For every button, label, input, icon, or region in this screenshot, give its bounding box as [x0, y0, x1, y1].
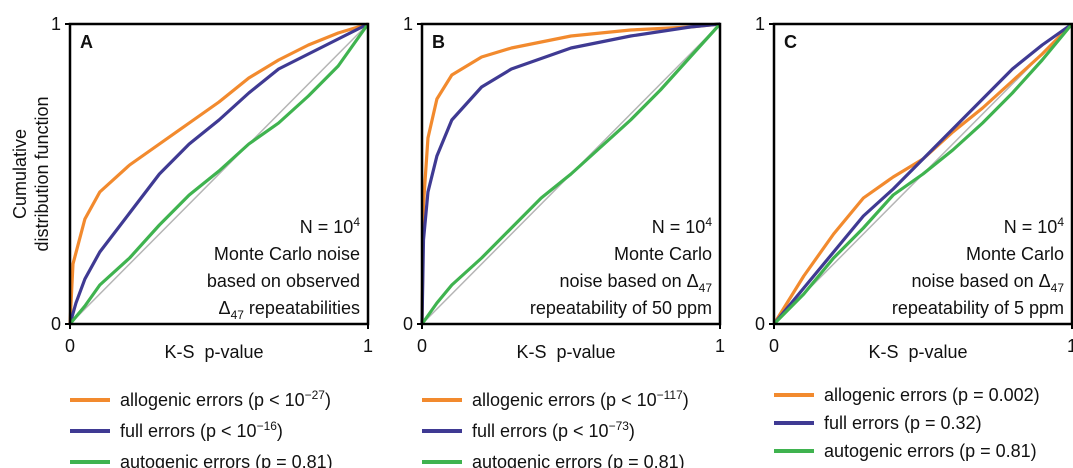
- cdf-line: [772, 22, 1073, 326]
- cdf-line: [420, 22, 722, 325]
- text-run: repeatabilities: [244, 298, 360, 318]
- text-run: autogenic errors (p = 0.81): [824, 441, 1037, 461]
- text-run: Δ: [219, 298, 231, 318]
- y-tick-label: 1: [403, 14, 413, 34]
- text-run: noise based on Δ: [560, 271, 699, 291]
- subscript: 47: [699, 281, 713, 295]
- text-run: full errors (p < 10: [472, 421, 609, 441]
- y-tick-label: 1: [51, 14, 61, 34]
- text-run: ): [683, 390, 689, 410]
- text-run: Monte Carlo noise: [214, 244, 360, 264]
- annotation: Monte Carlo noise: [214, 244, 360, 264]
- text-run: allogenic errors (p < 10: [472, 390, 657, 410]
- x-tick-label: 0: [417, 336, 427, 356]
- panel-label: B: [432, 32, 445, 52]
- text-run: N = 10: [652, 217, 706, 237]
- annotation: Monte Carlo: [966, 244, 1064, 264]
- annotation: Monte Carlo: [614, 244, 712, 264]
- y-tick-label: 1: [755, 14, 765, 34]
- text-run: Monte Carlo: [966, 244, 1064, 264]
- text-run: repeatability of 50 ppm: [530, 298, 712, 318]
- text-run: autogenic errors (p = 0.81): [472, 452, 685, 468]
- panel-label: A: [80, 32, 93, 52]
- y-tick-label: 0: [403, 314, 413, 334]
- y-axis-label: distribution function: [32, 96, 52, 251]
- y-axis-label: Cumulative: [10, 129, 30, 219]
- supscript: −16: [257, 419, 278, 433]
- legend-label: full errors (p = 0.32): [824, 413, 982, 433]
- text-run: repeatability of 5 ppm: [892, 298, 1064, 318]
- annotation: based on observed: [207, 271, 360, 291]
- x-tick-label: 0: [65, 336, 75, 356]
- y-tick-label: 0: [51, 314, 61, 334]
- axes-frame: [772, 22, 1073, 326]
- x-tick-label: 1: [1067, 336, 1073, 356]
- supscript: 4: [353, 215, 360, 229]
- legend-label: autogenic errors (p = 0.81): [120, 452, 333, 468]
- legend-label: allogenic errors (p < 10−27): [120, 388, 331, 410]
- legend-label: full errors (p < 10−73): [472, 419, 635, 441]
- text-run: full errors (p = 0.32): [824, 413, 982, 433]
- text-run: allogenic errors (p = 0.002): [824, 385, 1040, 405]
- cdf-line: [68, 22, 369, 325]
- x-axis-label: K-S p-value: [516, 342, 615, 362]
- cdf-line: [772, 22, 1073, 326]
- y-tick-label: 0: [755, 314, 765, 334]
- axes-frame: [420, 22, 722, 326]
- text-run: Monte Carlo: [614, 244, 712, 264]
- subscript: 47: [231, 308, 245, 322]
- x-tick-label: 1: [715, 336, 725, 356]
- reference-diagonal: [69, 23, 369, 325]
- text-run: N = 10: [300, 217, 354, 237]
- annotation: N = 104: [1004, 215, 1065, 237]
- annotation: Δ47 repeatabilities: [219, 298, 360, 322]
- text-run: allogenic errors (p < 10: [120, 390, 305, 410]
- x-axis-label: K-S p-value: [868, 342, 967, 362]
- annotation: repeatability of 5 ppm: [892, 298, 1064, 318]
- cdf-line: [420, 22, 721, 325]
- text-run: ): [325, 390, 331, 410]
- supscript: 4: [1057, 215, 1064, 229]
- supscript: −73: [609, 419, 630, 433]
- axes-frame: [68, 22, 370, 326]
- text-run: noise based on Δ: [912, 271, 1051, 291]
- x-axis-label: K-S p-value: [164, 342, 263, 362]
- x-tick-label: 1: [363, 336, 373, 356]
- text-run: N = 10: [1004, 217, 1058, 237]
- text-run: ): [277, 421, 283, 441]
- legend-label: autogenic errors (p = 0.81): [472, 452, 685, 468]
- panel-label: C: [784, 32, 797, 52]
- cdf-line: [420, 22, 721, 325]
- subscript: 47: [1051, 281, 1065, 295]
- supscript: −27: [305, 388, 326, 402]
- supscript: 4: [705, 215, 712, 229]
- legend-label: full errors (p < 10−16): [120, 419, 283, 441]
- text-run: ): [629, 421, 635, 441]
- legend-label: allogenic errors (p = 0.002): [824, 385, 1040, 405]
- cdf-line: [772, 22, 1073, 325]
- cdf-line: [68, 22, 369, 325]
- annotation: N = 104: [300, 215, 361, 237]
- annotation: repeatability of 50 ppm: [530, 298, 712, 318]
- cdf-line: [68, 23, 370, 326]
- text-run: full errors (p < 10: [120, 421, 257, 441]
- text-run: based on observed: [207, 271, 360, 291]
- legend-label: allogenic errors (p < 10−117): [472, 388, 689, 410]
- legend-label: autogenic errors (p = 0.81): [824, 441, 1037, 461]
- supscript: −117: [657, 388, 683, 402]
- x-tick-label: 0: [769, 336, 779, 356]
- annotation: noise based on Δ47: [912, 271, 1065, 295]
- annotation: N = 104: [652, 215, 713, 237]
- annotation: noise based on Δ47: [560, 271, 713, 295]
- text-run: autogenic errors (p = 0.81): [120, 452, 333, 468]
